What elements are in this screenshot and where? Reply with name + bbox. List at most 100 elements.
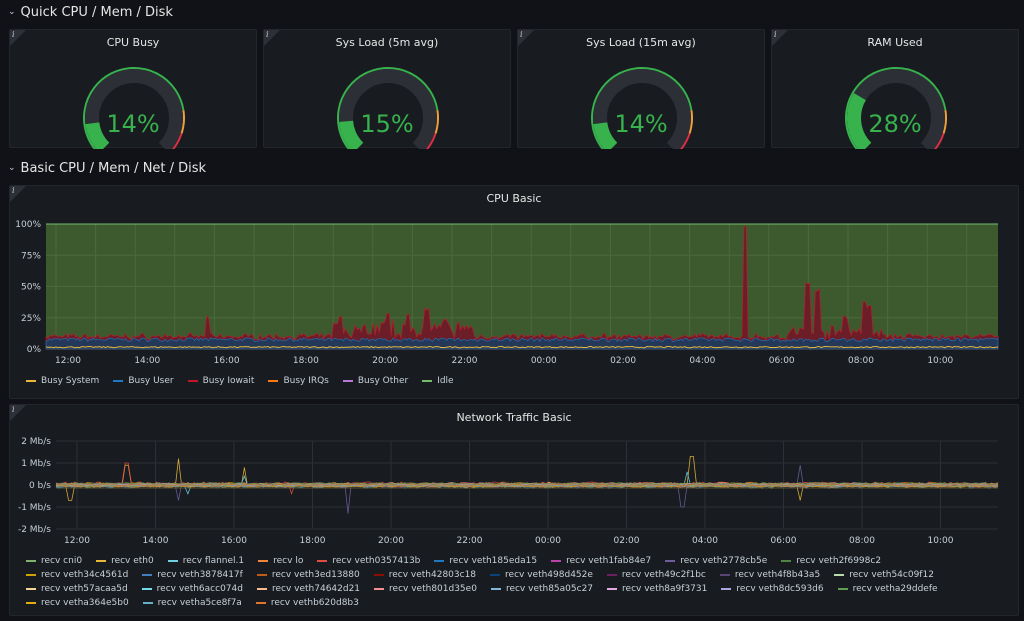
legend-item[interactable]: recv veth3ed13880 (256, 570, 360, 580)
legend-item[interactable]: recv veth74642d21 (256, 584, 360, 594)
legend-item[interactable]: recv veth3878417f (142, 570, 243, 580)
threshold-band-green (83, 67, 185, 149)
x-tick-label: 22:00 (452, 356, 478, 366)
legend-label: recv veth85a05c27 (505, 584, 594, 594)
legend-label: recv vetha5ce8f7a (157, 598, 242, 608)
busy-system-line (45, 345, 998, 349)
network-traffic-panel: i Network Traffic Basic 2 Mb/s 1 Mb/s 0 b/… (9, 404, 1019, 616)
legend-swatch (256, 588, 267, 590)
legend-item[interactable]: recv veth42803c18 (373, 570, 476, 580)
info-icon[interactable]: i (264, 30, 280, 46)
legend-item[interactable]: recv veth8a9f3731 (607, 584, 707, 594)
legend-swatch (142, 574, 153, 576)
legend-item[interactable]: recv veth8dc593d6 (721, 584, 824, 594)
legend-item[interactable]: recv veth54c09f12 (834, 570, 934, 580)
cpu-chart[interactable]: 100% 75% 50% 25% 0% 12:00 14:00 16:00 18:00 20:00… (10, 208, 1018, 388)
legend-swatch (834, 574, 845, 576)
legend-item[interactable]: recv lo (258, 556, 303, 566)
network-series-line (55, 483, 998, 487)
x-tick-label: 16:00 (214, 356, 240, 366)
x-tick-label: 02:00 (610, 356, 636, 366)
legend-item[interactable]: Busy System (26, 376, 99, 386)
gauge-arc (83, 67, 185, 149)
legend-swatch (422, 380, 433, 382)
legend-swatch (374, 588, 385, 590)
legend-item[interactable]: recv veth4f8b43a5 (719, 570, 821, 580)
y-tick-label: -2 Mb/s (18, 525, 51, 535)
legend-item[interactable]: recv veth0357413b (317, 556, 420, 566)
gauge-panel-sys-load-15m: i Sys Load (15m avg) 14% (517, 29, 765, 149)
legend-item[interactable]: recv veth2778cb5e (665, 556, 767, 566)
x-tick-label: 12:00 (64, 536, 90, 546)
legend-swatch (142, 602, 153, 604)
legend-item[interactable]: recv veth6acc074d (141, 584, 243, 594)
legend-item[interactable]: Busy User (113, 376, 174, 386)
legend-label: recv veth49c2f1bc (621, 570, 706, 580)
panel-title: Sys Load (5m avg) (335, 36, 439, 49)
legend-swatch (837, 588, 848, 590)
legend-swatch (551, 560, 562, 562)
legend-item[interactable]: recv veth2f6998c2 (781, 556, 881, 566)
legend-label: recv veth2f6998c2 (796, 556, 882, 566)
gauge-track (593, 69, 691, 149)
legend-swatch (26, 380, 36, 382)
legend-swatch (606, 574, 617, 576)
legend-item[interactable]: recv vethb620d8b3 (255, 598, 359, 608)
x-tick-label: 08:00 (849, 536, 875, 546)
legend-item[interactable]: recv cni0 (26, 556, 82, 566)
panel-title: CPU Basic (486, 192, 542, 205)
legend-item[interactable]: recv veth801d35e0 (374, 584, 477, 594)
legend-label: recv veth34c4561d (41, 570, 129, 580)
info-icon[interactable]: i (10, 405, 26, 421)
legend-item[interactable]: recv veth498d452e (490, 570, 593, 580)
y-tick-label: 2 Mb/s (21, 437, 51, 447)
threshold-band-orange (434, 110, 439, 134)
x-tick-label: 16:00 (221, 536, 247, 546)
legend-swatch (96, 560, 107, 562)
info-icon[interactable]: i (772, 30, 788, 46)
gauge-arc (591, 67, 693, 149)
gauge-arc (845, 67, 947, 149)
gauge-value-arc (593, 122, 618, 149)
x-tick-label: 06:00 (769, 356, 795, 366)
legend-label: Busy Iowait (202, 376, 255, 386)
info-icon[interactable]: i (518, 30, 534, 46)
legend-item[interactable]: recv veth57acaa5d (26, 584, 128, 594)
network-chart[interactable]: 2 Mb/s 1 Mb/s 0 b/s -1 Mb/s -2 Mb/s 12:00 14:0… (10, 429, 1018, 569)
x-tick-label: 20:00 (372, 356, 398, 366)
legend-label: recv veth4f8b43a5 (734, 570, 821, 580)
legend-item[interactable]: recv veth34c4561d (26, 570, 128, 580)
legend-swatch (342, 380, 353, 382)
legend-item[interactable]: recv vetha364e5b0 (26, 598, 129, 608)
info-icon[interactable]: i (10, 186, 26, 202)
legend-item[interactable]: recv veth185eda15 (434, 556, 537, 566)
info-icon[interactable]: i (10, 30, 26, 46)
legend-item[interactable]: recv veth1fab84e7 (551, 556, 651, 566)
legend-label: recv veth54c09f12 (849, 570, 934, 580)
legend-item[interactable]: recv veth49c2f1bc (606, 570, 706, 580)
chevron-down-icon: ⌄ (8, 163, 16, 173)
row-header-quick[interactable]: ⌄ Quick CPU / Mem / Disk (8, 1, 173, 23)
x-tick-label: 18:00 (293, 356, 319, 366)
legend-item[interactable]: recv eth0 (96, 556, 154, 566)
legend-item[interactable]: Busy Iowait (187, 376, 255, 386)
row-header-basic[interactable]: ⌄ Basic CPU / Mem / Net / Disk (8, 157, 206, 179)
legend-swatch (26, 574, 36, 576)
legend-item[interactable]: Idle (422, 376, 454, 386)
network-series-line (55, 462, 999, 496)
legend-swatch (721, 588, 732, 590)
y-tick-label: 75% (21, 251, 41, 261)
x-tick-label: 02:00 (614, 536, 640, 546)
legend-swatch (490, 574, 501, 576)
legend-label: recv vetha29ddefe (852, 584, 938, 594)
legend-item[interactable]: Busy Other (342, 376, 408, 386)
legend-item[interactable]: Busy IRQs (268, 376, 329, 386)
legend-item[interactable]: recv veth85a05c27 (490, 584, 594, 594)
threshold-band-orange (180, 110, 185, 134)
x-tick-label: 14:00 (143, 536, 169, 546)
legend-item[interactable]: recv flannel.1 (167, 556, 244, 566)
y-tick-label: 50% (21, 283, 41, 293)
legend-item[interactable]: recv vetha29ddefe (837, 584, 938, 594)
legend-item[interactable]: recv vetha5ce8f7a (142, 598, 242, 608)
threshold-band-green (845, 67, 947, 149)
